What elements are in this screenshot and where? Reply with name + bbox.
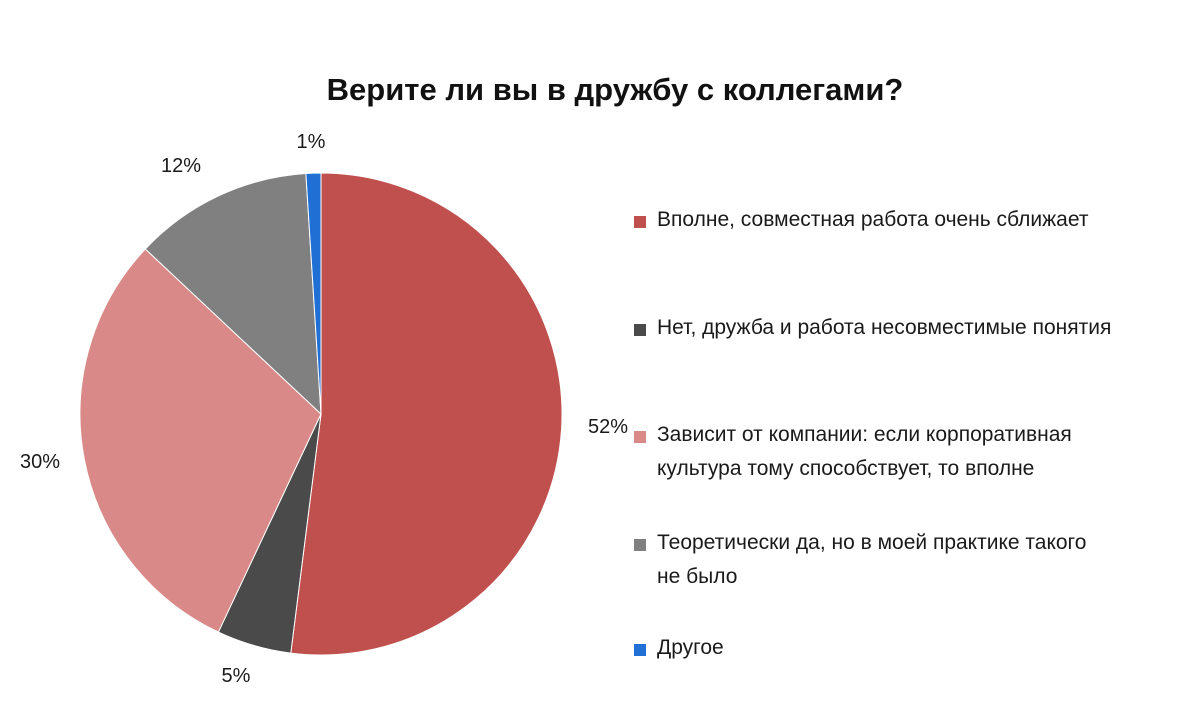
- legend-label-theoretically: Теоретически да, но в моей практике тако…: [657, 531, 1087, 588]
- data-label-other: 1%: [297, 131, 326, 153]
- pie-slice-depends: [79, 248, 322, 633]
- pie-data-labels: 52% 5% 30% 12% 1%: [20, 131, 628, 687]
- data-label-depends: 30%: [20, 451, 60, 473]
- legend-label-fully: Вполне, совместная работа очень сближает: [657, 208, 1089, 231]
- legend-item-other: Другое: [634, 636, 1194, 665]
- data-label-theoretically: 12%: [161, 155, 201, 177]
- legend-item-fully: Вполне, совместная работа очень сближает: [634, 208, 1194, 237]
- legend-swatch-no: [634, 324, 646, 336]
- legend-label-depends: Зависит от компании: если корпоративная …: [657, 423, 1072, 480]
- legend-item-depends: Зависит от компании: если корпоративная …: [634, 423, 1194, 486]
- data-label-fully: 52%: [588, 416, 628, 438]
- pie-slices: [79, 172, 563, 656]
- data-label-no: 5%: [222, 665, 251, 687]
- legend-item-theoretically: Теоретически да, но в моей практике тако…: [634, 531, 1194, 594]
- pie-slice-theoretically: [144, 172, 322, 416]
- pie-slice-other: [305, 172, 322, 415]
- legend-swatch-fully: [634, 216, 646, 228]
- legend-item-no: Нет, дружба и работа несовместимые понят…: [634, 316, 1194, 345]
- legend-label-no: Нет, дружба и работа несовместимые понят…: [657, 316, 1112, 339]
- legend-swatch-theoretically: [634, 539, 646, 551]
- legend-label-other: Другое: [657, 636, 724, 659]
- chart-title: Верите ли вы в дружбу с коллегами?: [326, 72, 904, 107]
- pie-slice-fully: [290, 172, 563, 656]
- legend-swatch-other: [634, 644, 646, 656]
- legend-swatch-depends: [634, 431, 646, 443]
